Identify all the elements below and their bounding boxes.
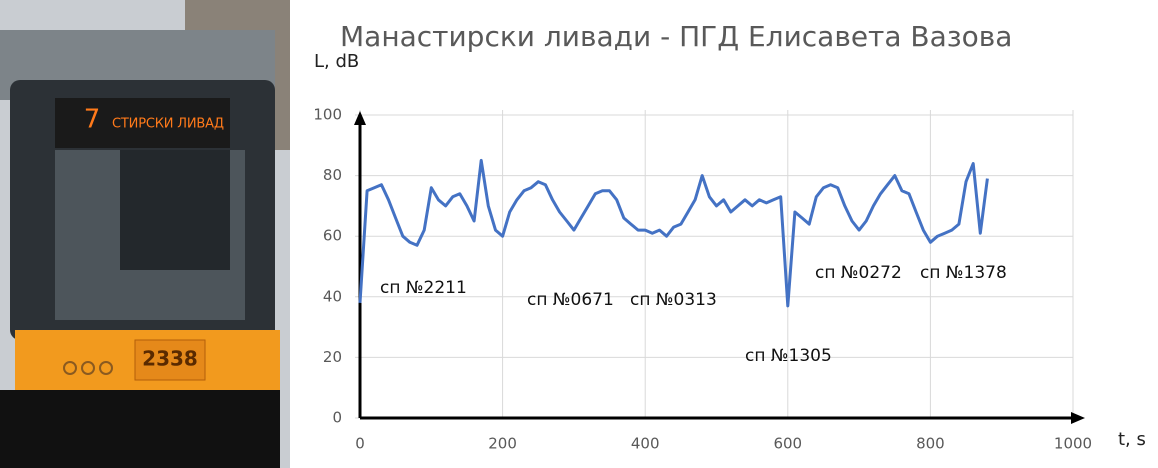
annotation: сп №0671: [527, 290, 614, 310]
annotation: сп №0313: [630, 290, 717, 310]
y-tick-label: 20: [323, 348, 342, 366]
route-number: 7: [84, 105, 101, 135]
y-tick-label: 40: [323, 287, 342, 305]
x-axis-arrow: [1071, 412, 1085, 424]
x-tick-label: 400: [631, 435, 660, 453]
x-tick-label: 200: [488, 435, 517, 453]
x-tick-label: 800: [916, 435, 945, 453]
annotation: сп №1378: [920, 263, 1007, 283]
x-tick-label: 1000: [1054, 435, 1092, 453]
annotation: сп №2211: [380, 278, 467, 298]
annotation: сп №1305: [745, 346, 832, 366]
y-tick-label: 0: [332, 409, 342, 427]
x-tick-label: 0: [355, 435, 365, 453]
y-tick-label: 80: [323, 166, 342, 184]
y-tick-label: 60: [323, 227, 342, 245]
chart-title: Манастирски ливади - ПГД Елисавета Вазов…: [340, 20, 1012, 53]
y-tick-label: 100: [313, 106, 342, 124]
x-tick-label: 600: [773, 435, 802, 453]
route-sign: СТИРСКИ ЛИВАД: [112, 117, 224, 132]
tram-photo: 7 СТИРСКИ ЛИВАД 2338: [0, 0, 290, 468]
annotation: сп №0272: [815, 263, 902, 283]
y-axis-arrow: [354, 111, 366, 125]
tram-number: 2338: [142, 347, 198, 371]
page: 7 СТИРСКИ ЛИВАД 2338 Манастирски ливади …: [0, 0, 1158, 468]
x-axis-label: t, s: [1118, 429, 1146, 450]
y-axis-label: L, dB: [314, 51, 359, 72]
